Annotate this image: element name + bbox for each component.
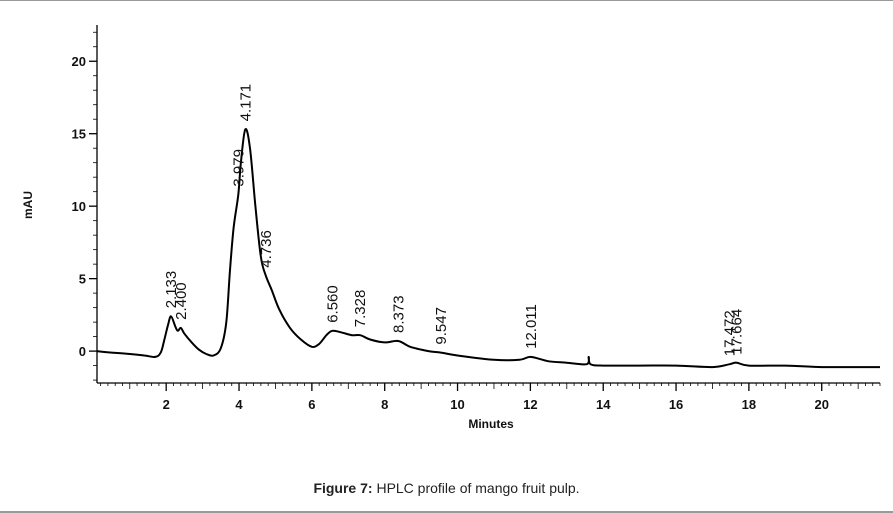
peak-label: 12.011 [523, 304, 540, 349]
figure-caption: Figure 7: HPLC profile of mango fruit pu… [0, 480, 893, 496]
y-tick-label: 5 [79, 272, 86, 287]
peak-label: 6.560 [324, 285, 341, 323]
chromatogram-trace [96, 127, 880, 369]
y-tick-label: 15 [72, 127, 86, 142]
y-axis-ticks: 0 5 10 15 20 [72, 31, 97, 381]
x-tick-label: 2 [163, 397, 170, 412]
x-tick-label: 12 [523, 397, 537, 412]
peak-label: 8.373 [390, 295, 407, 333]
x-axis-title: Minutes [468, 417, 514, 431]
peak-label: 17.664 [729, 309, 746, 355]
x-tick-label: 10 [450, 397, 464, 412]
y-tick-label: 0 [79, 344, 86, 359]
figure-caption-label: Figure 7: [313, 480, 373, 496]
figure-border-top [0, 0, 893, 1]
x-axis-ticks: 2 4 6 8 10 12 14 16 18 20 [100, 383, 881, 412]
x-tick-label: 14 [596, 397, 611, 412]
y-tick-label: 10 [72, 199, 86, 214]
peak-label: 4.736 [258, 230, 275, 268]
peak-label: 4.171 [237, 84, 254, 122]
figure-border-bottom [0, 511, 893, 513]
x-tick-label: 20 [814, 397, 828, 412]
peak-label: 3.979 [230, 149, 247, 187]
x-tick-label: 4 [235, 397, 243, 412]
x-tick-label: 18 [742, 397, 756, 412]
peak-label: 7.328 [352, 290, 369, 328]
peak-label: 9.547 [433, 307, 450, 345]
x-tick-label: 16 [669, 397, 683, 412]
x-tick-label: 8 [381, 397, 388, 412]
y-axis-title: mAU [21, 191, 35, 219]
x-tick-label: 6 [308, 397, 315, 412]
peak-label: 2.133 [163, 271, 180, 309]
y-tick-label: 20 [72, 54, 86, 69]
peak-label: 2.400 [173, 282, 190, 320]
figure-caption-text: HPLC profile of mango fruit pulp. [372, 480, 580, 496]
peak-label: 17.472 [722, 310, 739, 356]
